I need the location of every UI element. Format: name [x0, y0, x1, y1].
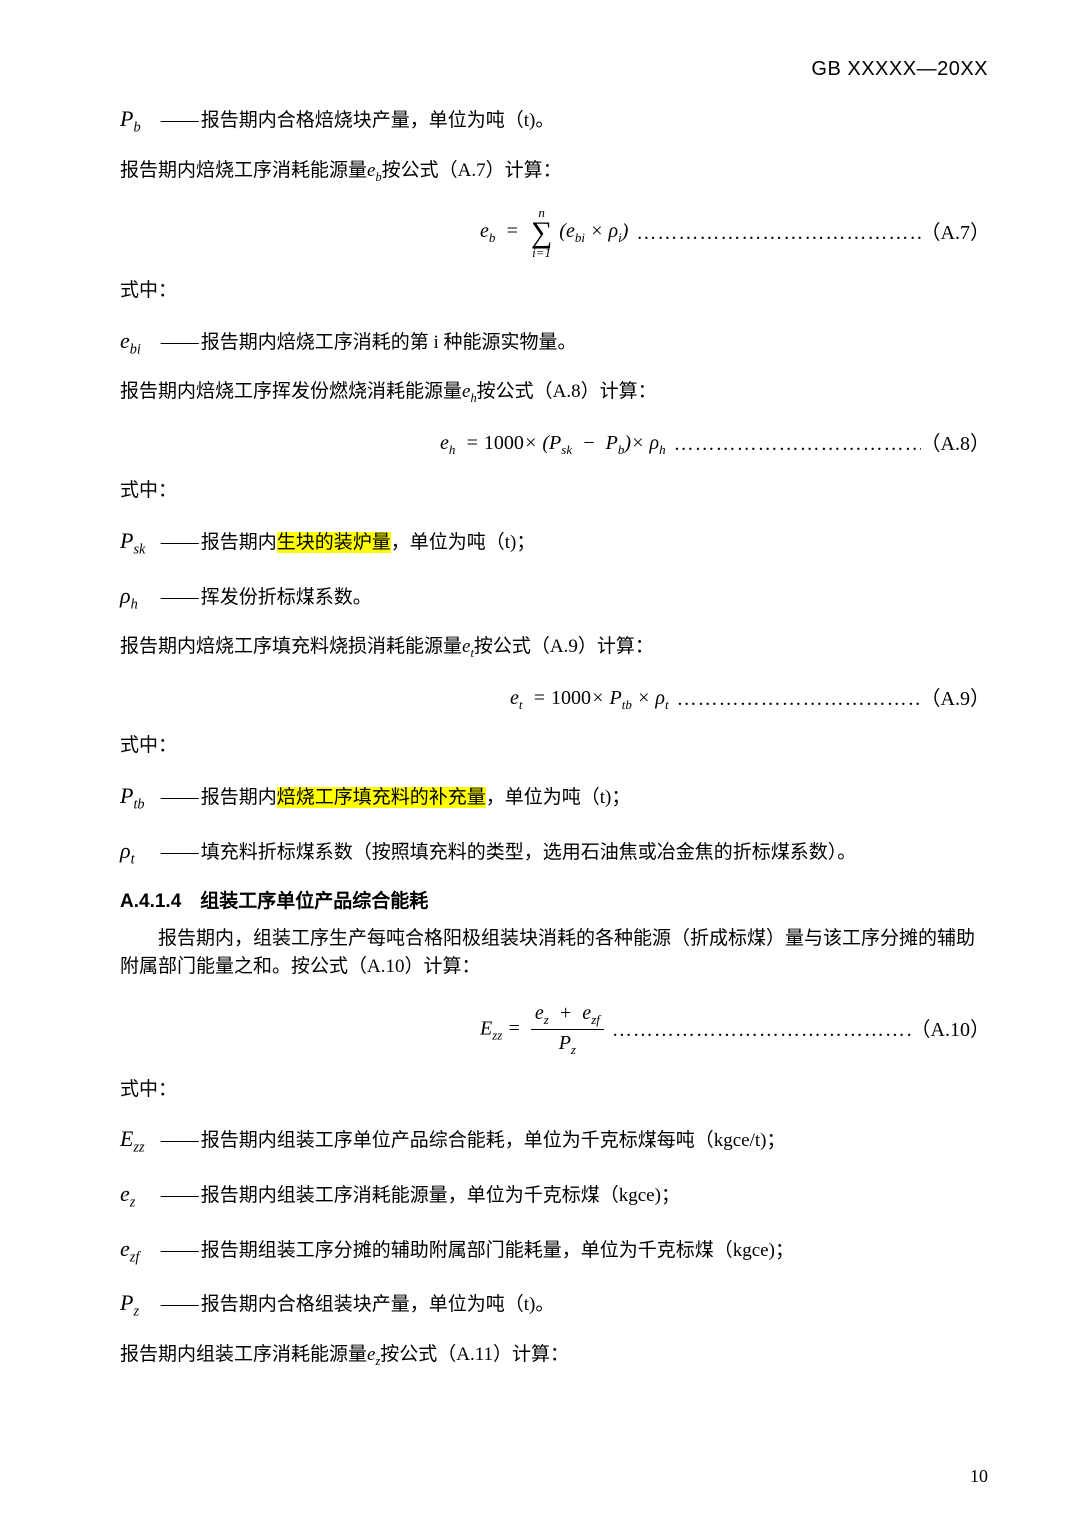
intro-eb: 报告期内焙烧工序消耗能源量eb按公式（A.7）计算：: [120, 157, 990, 186]
formula-A10-body: Ezz = ez + ezf Pz: [480, 1002, 604, 1058]
highlight-ptb: 焙烧工序填充料的补充量: [277, 787, 486, 808]
formula-A8-body: eh = 1000× (Psk − Pb)× ρh: [440, 428, 666, 460]
section-para-a414: 报告期内，组装工序生产每吨合格阳极组装块消耗的各种能源（折成标煤）量与该工序分摊…: [120, 925, 990, 982]
def-ez: ez ——报告期内组装工序消耗能源量，单位为千克标煤（kgce)；: [120, 1177, 990, 1214]
formula-A7-tag: （A.7）: [921, 218, 990, 248]
def-rhot: ρt ——填充料折标煤系数（按照填充料的类型，选用石油焦或冶金焦的折标煤系数）。: [120, 834, 990, 871]
where-1: 式中：: [120, 277, 990, 306]
intro-eh: 报告期内焙烧工序挥发份燃烧消耗能源量eh按公式（A.8）计算：: [120, 378, 990, 407]
def-ebi: ebi ——报告期内焙烧工序消耗的第 i 种能源实物量。: [120, 324, 990, 361]
where-4: 式中：: [120, 1076, 990, 1105]
section-title-a414: A.4.1.4 组装工序单位产品综合能耗: [120, 888, 990, 917]
formula-A8-dots: ………………………………………: [666, 429, 921, 459]
page-body: Pb ——报告期内合格焙烧块产量，单位为吨（t)。 报告期内焙烧工序消耗能源量e…: [0, 0, 1080, 1441]
formula-A9-tag: （A.9）: [921, 684, 990, 714]
doc-header-right: GB XXXXX—20XX: [811, 58, 988, 81]
intro-et: 报告期内焙烧工序填充料烧损消耗能源量et按公式（A.9）计算：: [120, 633, 990, 662]
def-psk: Psk ——报告期内生块的装炉量，单位为吨（t)；: [120, 524, 990, 561]
where-2: 式中：: [120, 477, 990, 506]
formula-A10: Ezz = ez + ezf Pz ……………………………………… （A.10）: [120, 1002, 990, 1058]
def-ezf: ezf ——报告期组装工序分摊的辅助附属部门能耗量，单位为千克标煤（kgce)；: [120, 1232, 990, 1269]
def-rhoh: ρh ——挥发份折标煤系数。: [120, 579, 990, 616]
formula-A7: eb = n ∑ i=1 (ebi × ρi) ……………………………………… …: [120, 206, 990, 259]
highlight-psk: 生块的装炉量: [277, 532, 391, 553]
formula-A9-dots: ………………………………………: [669, 684, 921, 714]
formula-A7-dots: ………………………………………: [628, 218, 920, 248]
formula-A10-tag: （A.10）: [911, 1015, 990, 1045]
where-3: 式中：: [120, 732, 990, 761]
formula-A9-body: et = 1000× Ptb × ρt: [510, 683, 669, 715]
def-Pz: Pz ——报告期内合格组装块产量，单位为吨（t)。: [120, 1286, 990, 1323]
def-Ezz: Ezz ——报告期内组装工序单位产品综合能耗，单位为千克标煤每吨（kgce/t)…: [120, 1122, 990, 1159]
page-number: 10: [970, 1466, 988, 1487]
formula-A10-dots: ………………………………………: [604, 1015, 911, 1045]
formula-A8: eh = 1000× (Psk − Pb)× ρh ………………………………………: [120, 428, 990, 460]
intro-ez: 报告期内组装工序消耗能源量ez按公式（A.11）计算：: [120, 1341, 990, 1370]
def-ptb: Ptb ——报告期内焙烧工序填充料的补充量，单位为吨（t)；: [120, 779, 990, 816]
formula-A7-body: eb = n ∑ i=1 (ebi × ρi): [480, 206, 628, 259]
formula-A8-tag: （A.8）: [921, 429, 990, 459]
def-pb: Pb ——报告期内合格焙烧块产量，单位为吨（t)。: [120, 102, 990, 139]
formula-A9: et = 1000× Ptb × ρt ……………………………………… （A.9…: [120, 683, 990, 715]
